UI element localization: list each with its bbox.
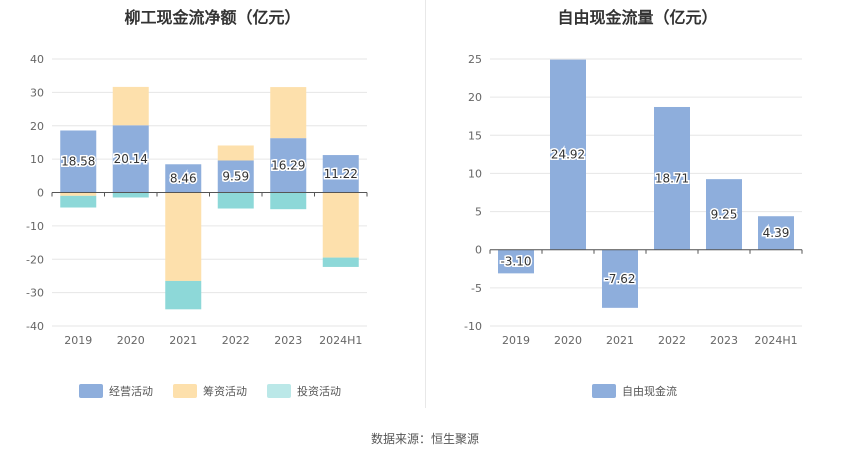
right-data-label: 9.25 [711,207,738,221]
right-y-tick-label: 10 [468,167,482,180]
left-bar-3 [112,192,149,198]
left-bar-3 [270,192,307,210]
right-bar-1 [498,249,534,274]
left-legend-swatch [173,384,197,398]
right-legend-label: 自由现金流 [622,384,677,398]
left-y-tick-label: 30 [30,86,44,99]
right-y-tick-label: 0 [475,244,482,257]
right-y-tick-label: 25 [468,53,482,66]
right-bar-1 [602,249,638,308]
right-x-tick-label: 2021 [606,334,634,347]
left-x-tick-label: 2023 [274,334,302,347]
left-bar-2 [217,145,254,161]
left-y-tick-label: -20 [26,253,44,266]
left-bar-1 [322,155,359,193]
left-y-tick-label: -30 [26,287,44,300]
right-y-tick-label: -5 [471,282,482,295]
left-x-tick-label: 2024H1 [319,334,362,347]
data-source: 数据来源：恒生聚源 [370,432,479,446]
left-bar-1 [60,130,97,193]
right-y-tick-label: -10 [464,320,482,333]
left-legend-swatch [79,384,103,398]
right-bar-1 [550,59,586,250]
left-x-tick-label: 2019 [64,334,92,347]
left-data-label: 18.58 [61,154,95,168]
right-bar-1 [654,106,690,250]
left-legend-label: 投资活动 [297,384,341,398]
panel-divider [425,0,426,408]
left-bar-2 [322,192,359,258]
left-bar-2 [60,192,97,196]
right-chart-title: 自由现金流量（亿元） [557,8,718,27]
right-data-label: 18.71 [655,171,689,185]
left-legend-label: 筹资活动 [203,384,247,398]
right-x-tick-label: 2022 [658,334,686,347]
right-y-tick-label: 20 [468,91,482,104]
left-bar-1 [112,125,149,193]
right-x-tick-label: 2023 [710,334,738,347]
left-x-tick-label: 2020 [117,334,145,347]
right-bar-1 [706,179,742,250]
right-data-label: -7.62 [604,272,635,286]
left-data-label: 9.59 [222,169,249,183]
left-y-tick-label: 0 [37,187,44,200]
right-y-tick-label: 15 [468,129,482,142]
left-bar-1 [165,164,202,193]
left-bar-3 [217,192,254,209]
right-y-tick-label: 5 [475,206,482,219]
left-bar-1 [217,160,254,193]
left-bar-3 [322,257,359,267]
left-bar-1 [270,138,307,193]
left-bar-3 [165,280,202,310]
left-data-label: 20.14 [114,152,148,166]
right-data-label: 4.39 [763,226,790,240]
left-y-tick-label: -40 [26,320,44,333]
left-legend-swatch [267,384,291,398]
left-bar-3 [60,195,97,208]
right-x-tick-label: 2019 [502,334,530,347]
left-y-tick-label: 20 [30,120,44,133]
right-bar-1 [758,216,794,250]
left-x-tick-label: 2021 [169,334,197,347]
left-data-label: 8.46 [170,171,197,185]
left-y-tick-label: 40 [30,53,44,66]
left-legend-label: 经营活动 [109,384,153,398]
right-data-label: 24.92 [551,148,585,162]
left-bar-2 [270,87,307,139]
left-data-label: 11.22 [324,167,358,181]
left-x-tick-label: 2022 [222,334,250,347]
left-chart-title: 柳工现金流净额（亿元） [124,8,301,27]
left-y-tick-label: -10 [26,220,44,233]
left-bar-2 [112,86,149,126]
right-x-tick-label: 2024H1 [754,334,797,347]
right-data-label: -3.10 [500,255,531,269]
left-bar-2 [165,192,202,281]
right-x-tick-label: 2020 [554,334,582,347]
left-y-tick-label: 10 [30,153,44,166]
right-legend-swatch [592,384,616,398]
left-data-label: 16.29 [271,158,305,172]
